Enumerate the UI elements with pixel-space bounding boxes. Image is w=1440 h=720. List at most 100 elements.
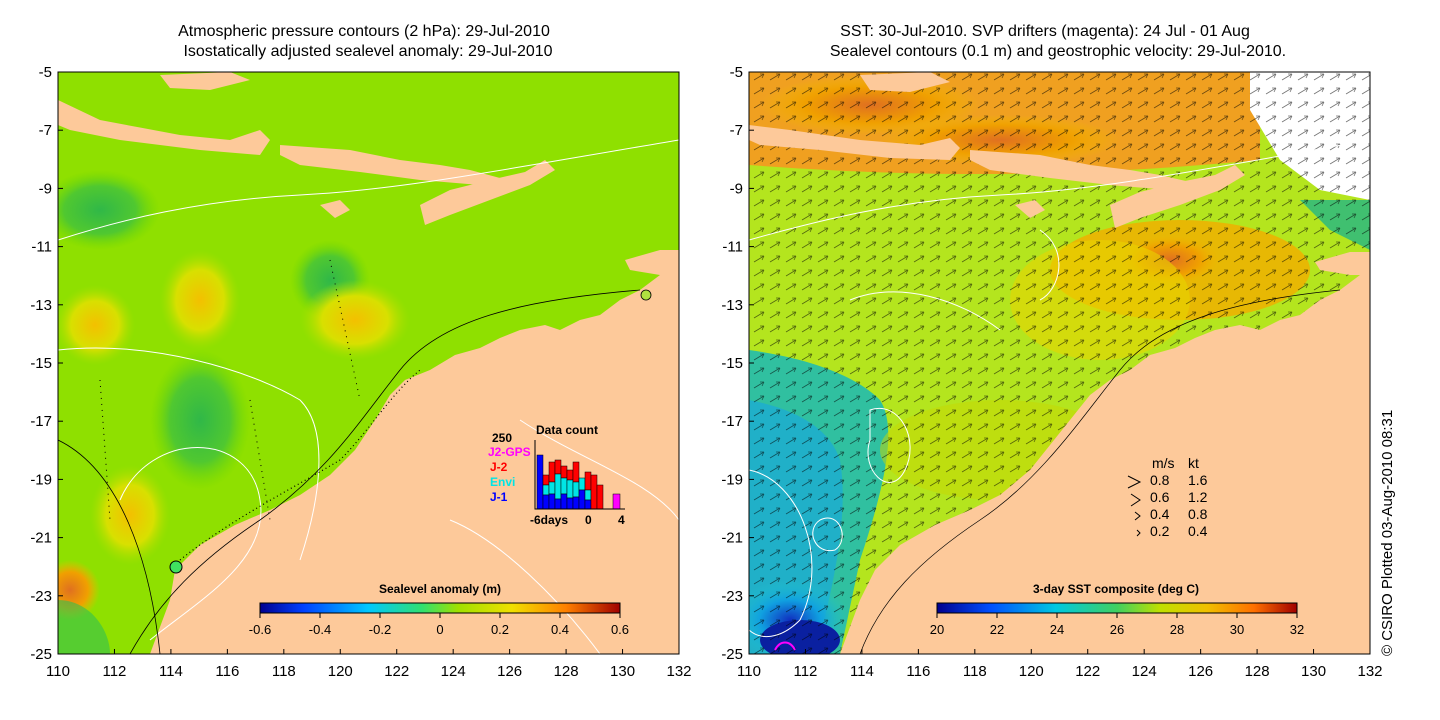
left-xtick-label: 114 <box>159 663 183 680</box>
left-ytick-label: -17 <box>30 413 52 430</box>
legend-j1: J-1 <box>490 490 508 504</box>
left-ytick-label: -13 <box>30 297 52 314</box>
velocity-arrow-0.2 <box>1136 529 1141 537</box>
right-ytick-label: -7 <box>730 122 743 139</box>
velocity-ms-3: 0.2 <box>1150 523 1170 539</box>
velocity-arrow-0.4 <box>1134 511 1141 521</box>
velocity-header-kt: kt <box>1188 455 1199 471</box>
right-colorbar-tick-label: 26 <box>1110 622 1124 637</box>
left-xtick-label: 120 <box>328 663 353 680</box>
left-ytick-label: -11 <box>31 239 52 256</box>
left-colorbar-tick-label: 0.4 <box>551 622 569 637</box>
right-xtick-label: 126 <box>1188 663 1213 680</box>
left-xtick-label: 126 <box>497 663 522 680</box>
left-colorbar-tick-label: -0.2 <box>369 622 391 637</box>
right-ytick-label: -25 <box>721 646 743 663</box>
left-title-line2: Isostatically adjusted sealevel anomaly:… <box>183 43 552 60</box>
velocity-kt-0: 1.6 <box>1188 472 1208 488</box>
data-count-title: Data count <box>536 423 598 437</box>
velocity-kt-2: 0.8 <box>1188 506 1208 522</box>
right-xtick-label: 112 <box>793 663 817 680</box>
left-colorbar: Sealevel anomaly (m) -0.6 -0.4 -0.2 0 0.2 0.4… <box>249 582 629 637</box>
velocity-arrow-0.8 <box>1127 475 1142 489</box>
right-title-line2: Sealevel contours (0.1 m) and geostrophi… <box>830 43 1286 60</box>
right-colorbar-label: 3-day SST composite (deg C) <box>1033 582 1199 596</box>
left-xtick-label: 116 <box>215 663 239 680</box>
left-ytick-label: -5 <box>39 64 52 81</box>
left-colorbar-tick-label: -0.6 <box>249 622 271 637</box>
velocity-kt-1: 1.2 <box>1188 489 1208 505</box>
right-ytick-label: -13 <box>721 297 743 314</box>
left-xtick-label: 124 <box>441 663 466 680</box>
right-title-line1: SST: 30-Jul-2010. SVP drifters (magenta)… <box>840 23 1250 40</box>
left-colorbar-tick-label: -0.4 <box>309 622 331 637</box>
left-colorbar-tick-label: 0.2 <box>491 622 509 637</box>
velocity-kt-3: 0.4 <box>1188 523 1208 539</box>
left-xtick-label: 110 <box>46 663 70 680</box>
left-xtick-label: 132 <box>666 663 691 680</box>
left-xtick-label: 112 <box>102 663 126 680</box>
left-colorbar-label: Sealevel anomaly (m) <box>379 582 501 596</box>
right-colorbar-tick-label: 20 <box>930 622 944 637</box>
right-xtick-label: 114 <box>850 663 874 680</box>
right-ytick-label: -21 <box>721 530 743 547</box>
left-colorbar-tick-label: 0.6 <box>611 622 629 637</box>
right-map <box>749 72 1370 654</box>
left-land-australia <box>150 270 679 654</box>
velocity-header-ms: m/s <box>1152 455 1175 471</box>
left-ytick-label: -19 <box>30 471 52 488</box>
data-count-xtick-end: 4 <box>618 513 625 527</box>
legend-j2: J-2 <box>490 460 508 474</box>
left-xtick-label: 118 <box>272 663 296 680</box>
right-ytick-label: -23 <box>721 588 743 605</box>
right-xtick-label: 122 <box>1075 663 1100 680</box>
left-ytick-label: -21 <box>30 530 52 547</box>
left-ytick-label: -9 <box>39 180 52 197</box>
right-ytick-label: -17 <box>721 413 743 430</box>
data-count-xtick-zero: 0 <box>585 513 592 527</box>
right-xtick-label: 128 <box>1245 663 1270 680</box>
right-xtick-label: 130 <box>1301 663 1326 680</box>
right-xtick-label: 132 <box>1357 663 1382 680</box>
left-map <box>58 72 679 654</box>
data-count-ymax: 250 <box>492 431 512 445</box>
right-colorbar: 3-day SST composite (deg C) 20 22 24 26 28 30… <box>930 582 1304 637</box>
left-ytick-label: -7 <box>39 122 52 139</box>
right-xtick-label: 110 <box>737 663 761 680</box>
legend-envi: Envi <box>490 475 515 489</box>
velocity-legend: m/s kt 0.8 1.6 0.6 1.2 0.4 0.8 0.2 0.4 <box>1127 455 1208 539</box>
right-ytick-label: -19 <box>721 471 743 488</box>
velocity-ms-0: 0.8 <box>1150 472 1170 488</box>
right-xtick-label: 118 <box>963 663 987 680</box>
right-colorbar-tick-label: 22 <box>990 622 1004 637</box>
legend-j2gps: J2-GPS <box>488 445 531 459</box>
right-land-australia <box>840 270 1370 654</box>
velocity-arrow-0.6 <box>1130 493 1141 507</box>
left-xtick-label: 130 <box>610 663 635 680</box>
right-colorbar-tick-label: 30 <box>1230 622 1244 637</box>
data-count-xtick-start: -6days <box>530 513 568 527</box>
right-xtick-label: 124 <box>1132 663 1157 680</box>
left-ytick-label: -15 <box>30 355 52 372</box>
left-ytick-label: -23 <box>30 588 52 605</box>
right-xtick-label: 116 <box>906 663 930 680</box>
velocity-ms-2: 0.4 <box>1150 506 1170 522</box>
right-ytick-label: -9 <box>730 180 743 197</box>
left-xtick-label: 122 <box>384 663 409 680</box>
right-ytick-label: -15 <box>721 355 743 372</box>
right-colorbar-tick-label: 28 <box>1170 622 1184 637</box>
right-colorbar-tick-label: 24 <box>1050 622 1064 637</box>
right-ytick-label: -5 <box>730 64 743 81</box>
credit-text: © CSIRO Plotted 03-Aug-2010 08:31 <box>1379 410 1396 656</box>
left-title-line1: Atmospheric pressure contours (2 hPa): 2… <box>178 23 550 40</box>
left-xtick-label: 128 <box>554 663 579 680</box>
right-colorbar-tick-label: 32 <box>1290 622 1304 637</box>
right-ytick-label: -11 <box>722 239 743 256</box>
left-colorbar-tick-label: 0 <box>436 622 443 637</box>
data-count-inset: Data count 250 J2-GPS J-2 Envi J-1 <box>488 423 625 527</box>
right-xtick-label: 120 <box>1019 663 1044 680</box>
left-ytick-label: -25 <box>30 646 52 663</box>
velocity-ms-1: 0.6 <box>1150 489 1170 505</box>
